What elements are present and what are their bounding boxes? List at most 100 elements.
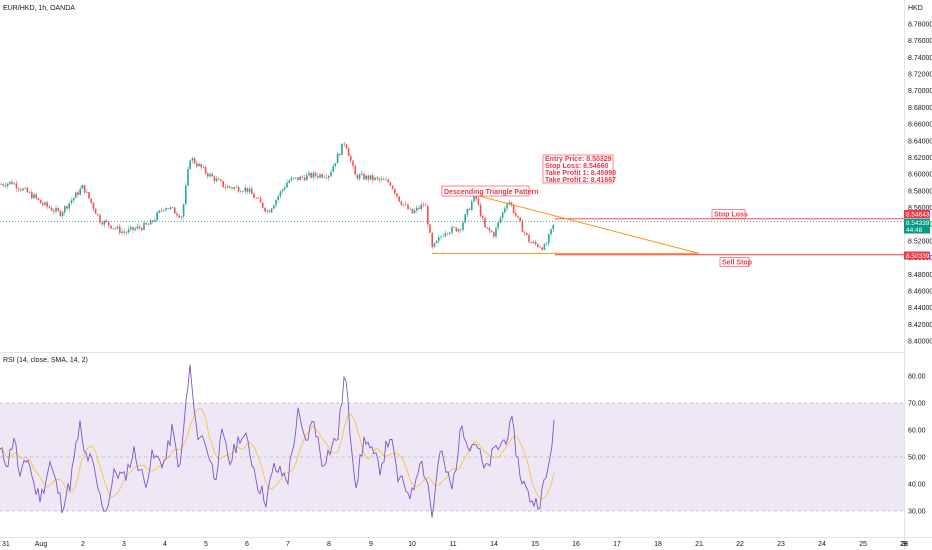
- candle-body: [356, 174, 359, 179]
- candle-body: [510, 202, 513, 206]
- price-axis[interactable]: 8.78000 8.76000 8.74000 8.72000 8.70000 8.680…: [908, 22, 932, 346]
- candle-body: [50, 208, 53, 211]
- time-tick-label: 18: [654, 541, 662, 548]
- rsi-tick-label: 50.00: [908, 455, 926, 462]
- time-tick-label: 14: [490, 541, 498, 548]
- rsi-tick-label: 80.00: [908, 374, 926, 381]
- candle-body: [383, 178, 385, 180]
- candle-body: [90, 198, 92, 203]
- price-tick-label: 8.72000: [908, 72, 932, 79]
- candle-body: [394, 188, 396, 194]
- sell-stop-label-text: Sell Stop: [722, 260, 752, 267]
- candle-body: [526, 232, 528, 235]
- candle-body: [44, 202, 46, 205]
- candle-body: [504, 208, 506, 213]
- candle-body: [552, 224, 554, 230]
- rsi-tick-label: 30.00: [908, 509, 926, 516]
- candle-body: [299, 176, 301, 180]
- candle-body: [475, 194, 477, 199]
- trade-note-tp2: Take Profit 2: 8.41667: [545, 177, 616, 184]
- sell-stop-label[interactable]: Sell Stop: [719, 257, 752, 267]
- time-tick-label: 25: [859, 541, 867, 548]
- candle-body: [336, 153, 339, 164]
- candle-body: [231, 187, 233, 189]
- candle-body: [347, 148, 350, 157]
- candle-body: [354, 165, 356, 175]
- candle-body: [13, 183, 15, 185]
- candle-body: [211, 173, 213, 177]
- candle-body: [218, 178, 220, 180]
- price-tick-label: 8.42000: [908, 322, 932, 329]
- candle-body: [281, 189, 284, 192]
- price-tick-label: 8.46000: [908, 288, 932, 295]
- stop-loss-label[interactable]: Stop Loss: [711, 209, 748, 219]
- candle-body: [121, 231, 123, 233]
- candle-body: [259, 198, 262, 203]
- rsi-guide-lines: [0, 402, 904, 512]
- candle-body: [343, 143, 345, 145]
- candle-body: [473, 194, 475, 202]
- candle-body: [22, 188, 24, 191]
- candle-body: [187, 169, 189, 186]
- candle-body: [332, 166, 334, 172]
- candle-body: [308, 172, 310, 176]
- candle-body: [6, 183, 9, 187]
- candle-body: [277, 196, 279, 200]
- candle-body: [523, 231, 526, 233]
- candle-body: [363, 173, 365, 180]
- candle-body: [286, 182, 288, 188]
- candle-body: [391, 185, 394, 189]
- candle-body: [178, 215, 180, 218]
- candle-body: [226, 186, 229, 188]
- candle-body: [543, 244, 546, 250]
- candle-body: [427, 205, 429, 225]
- candle-body: [484, 218, 486, 228]
- candle-body: [130, 227, 132, 230]
- candle-body: [519, 217, 521, 222]
- candle-body: [312, 172, 315, 178]
- candle-body: [290, 178, 293, 181]
- candle-body: [92, 202, 95, 209]
- candle-body: [457, 229, 460, 232]
- rsi-axis[interactable]: 80.00 70.00 60.00 50.00 40.00 30.00: [908, 374, 926, 516]
- price-tick-label: 8.68000: [908, 105, 932, 112]
- candle-body: [468, 208, 471, 210]
- candle-body: [209, 173, 211, 177]
- drawings-layer[interactable]: [432, 194, 904, 256]
- candle-body: [541, 247, 543, 250]
- candle-body: [490, 230, 493, 233]
- time-tick-label: 10: [408, 541, 416, 548]
- candle-body: [167, 208, 169, 209]
- candle-body: [275, 199, 277, 206]
- time-axis[interactable]: 31 Aug 2 3 4 5 6 7 8 9 10 11 14 15 16 17 18 21 22 23 24 25 282…: [2, 541, 908, 548]
- rsi-tick-label: 70.00: [908, 401, 926, 408]
- candles-layer: [0, 141, 554, 251]
- candle-body: [451, 227, 453, 233]
- candle-body: [330, 171, 332, 176]
- entry-price-badge: 8.50339: [904, 251, 930, 260]
- candle-body: [334, 163, 337, 167]
- candle-body: [284, 187, 286, 190]
- time-tick-label: 3: [902, 541, 906, 548]
- pattern-label-text: Descending Triangle Pattern: [444, 189, 539, 196]
- candle-body: [77, 192, 79, 195]
- trade-note[interactable]: Entry Price: 8.50329 Stop Loss: 8.54660 …: [542, 154, 616, 184]
- candle-body: [257, 198, 260, 199]
- candle-body: [515, 213, 517, 216]
- candle-body: [550, 229, 552, 235]
- candle-body: [17, 188, 20, 190]
- candle-body: [158, 210, 161, 213]
- candle-body: [264, 207, 266, 212]
- time-tick-label: 22: [736, 541, 744, 548]
- candle-body: [42, 203, 44, 205]
- triangle-upper-trendline[interactable]: [474, 194, 700, 254]
- candle-body: [59, 210, 62, 217]
- pattern-label[interactable]: Descending Triangle Pattern: [441, 185, 539, 197]
- candle-body: [101, 222, 103, 225]
- candle-body: [174, 207, 176, 214]
- price-tick-label: 8.40000: [908, 339, 932, 346]
- time-tick-label: 7: [286, 541, 290, 548]
- candle-body: [409, 208, 411, 210]
- candle-body: [123, 231, 125, 233]
